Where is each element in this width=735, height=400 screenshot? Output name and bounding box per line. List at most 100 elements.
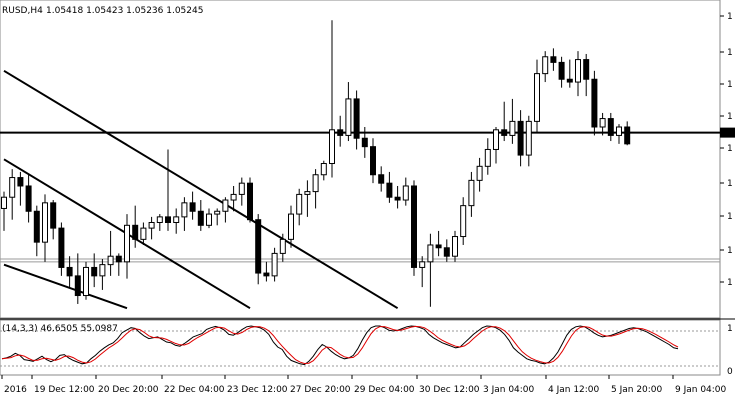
candle [583,53,590,97]
candle [263,261,270,282]
candle [607,112,614,142]
candle [386,171,393,203]
candle [214,208,221,226]
candle [115,253,122,276]
candle [107,230,114,276]
candle [230,185,237,212]
oscillator-panel-border [0,319,721,376]
candle [25,174,32,223]
candle [132,205,139,248]
candle [91,253,98,288]
time-axis: 2016 19 Dec 12:00 20 Dec 20:00 22 Dec 04:00… [1,375,727,395]
price-tick-label: 1 [727,212,733,222]
candle [255,214,262,285]
candle [353,90,360,150]
candle [411,180,417,276]
price-tick-label: 1 [727,179,733,189]
candle [558,56,565,88]
time-tick-label: 20 Dec 20:00 [98,385,159,395]
candle [181,197,188,231]
candle [247,177,253,223]
candle [17,171,24,206]
candle [525,115,532,167]
candle [58,222,65,276]
candle [460,197,467,245]
candle [591,70,598,136]
candle [468,171,475,217]
candle [99,259,106,290]
candle [452,230,458,262]
candle [9,169,16,220]
candle [140,222,147,245]
candle [206,208,212,229]
price-tick-label: 1 [727,278,733,288]
candle [370,138,376,184]
candle [493,126,499,164]
time-tick-label: 30 Dec 12:00 [419,385,480,395]
price-panel-border [0,0,721,319]
candle [345,82,352,142]
candle [124,214,130,279]
price-tick-label: 1 [727,112,733,122]
candle [509,98,516,144]
candle [484,138,491,175]
trendlines [3,69,399,310]
trendline [3,69,399,310]
stochastic-main-line [1,325,679,366]
oscillator-tick-label: 0 [727,367,733,377]
stochastic-lines [1,325,679,366]
candle [550,48,557,71]
candle [279,233,286,262]
candle [222,197,229,223]
price-tick-label: 1 [727,144,733,154]
current-level-marker [720,127,735,138]
candle [173,208,180,234]
ohlc-label: 1.05418 1.05423 1.05236 1.05245 [46,6,203,16]
oscillator-axis: 10 [727,324,733,377]
candle [296,188,303,226]
candle [329,20,335,178]
candle [197,200,204,231]
price-tick-label: 1 [727,12,733,22]
trendline [3,263,128,310]
time-tick-label: 19 Dec 12:00 [34,385,95,395]
candle [599,112,606,136]
time-tick-label: 22 Dec 04:00 [164,385,225,395]
candle [624,121,631,146]
candle [476,157,483,192]
candle [238,177,245,206]
candle [148,216,155,240]
candle [534,59,540,133]
price-tick-label: 1 [727,80,733,90]
candle [419,256,426,288]
candle [42,194,48,262]
candle [50,200,57,240]
candle [427,233,434,307]
price-tick-label: 1 [727,48,733,58]
candle [189,191,196,220]
candle [320,160,327,181]
candle [394,185,401,209]
candle [378,166,385,192]
candle [337,115,344,147]
candle [517,110,524,167]
candle [33,205,40,257]
candle [443,239,450,262]
candle [501,101,508,142]
candle [156,214,163,231]
oscillator-label: (14,3,3) 46.6505 55.0987 [2,324,118,334]
candle [542,51,549,83]
candle [83,261,89,300]
time-tick-label: 23 Dec 12:00 [227,385,288,395]
candle [616,124,622,144]
candle [435,230,442,257]
candle [361,126,368,158]
time-tick-label: 29 Dec 04:00 [354,385,415,395]
candle [288,205,294,248]
candle [566,59,573,88]
time-tick-label: 4 Jan 12:00 [548,385,600,395]
candle [165,149,171,231]
candle [66,256,73,288]
